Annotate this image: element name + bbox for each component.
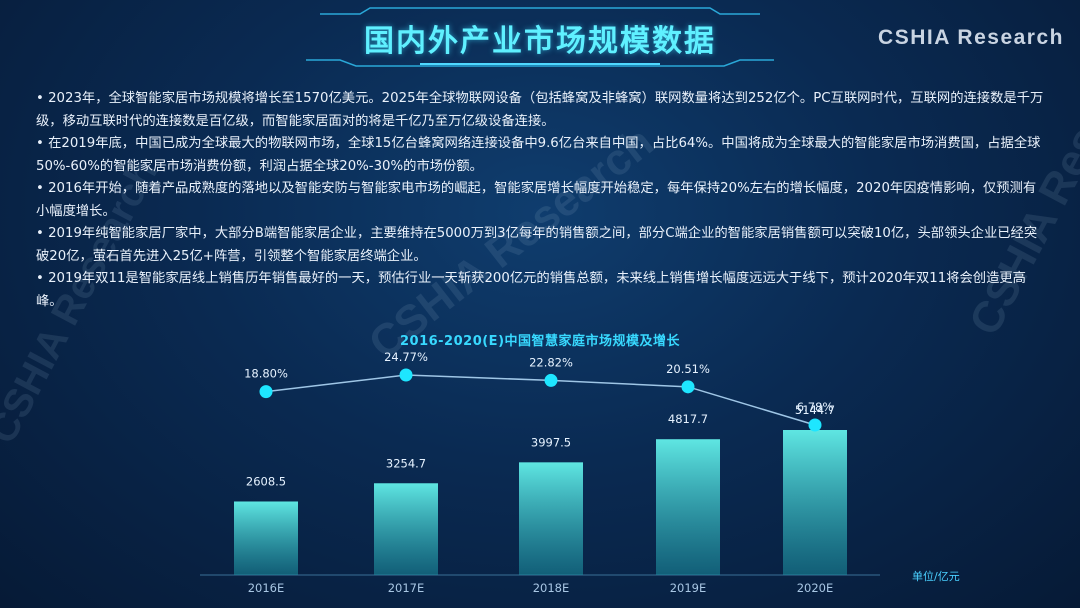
growth-rate-point bbox=[399, 368, 413, 382]
x-tick-label: 2017E bbox=[388, 581, 425, 595]
bullet-item: • 2019年纯智能家居厂家中，大部分B端智能家居企业，主要维持在5000万到3… bbox=[36, 226, 1038, 264]
title-frame-decoration bbox=[306, 7, 774, 67]
brand-logo-text: CSHIA Research bbox=[878, 26, 1064, 49]
x-tick-label: 2019E bbox=[670, 581, 707, 595]
title-banner: 国内外产业市场规模数据 bbox=[300, 6, 780, 68]
growth-rate-line bbox=[265, 374, 816, 426]
page-title: 国内外产业市场规模数据 bbox=[364, 24, 716, 59]
bar-value-label: 4817.7 bbox=[668, 412, 708, 426]
x-tick-label: 2016E bbox=[248, 581, 285, 595]
growth-rate-point bbox=[808, 418, 822, 432]
bar-2019E bbox=[656, 439, 720, 575]
bar-2017E bbox=[374, 483, 438, 575]
bar-value-label: 5144.7 bbox=[795, 403, 835, 417]
growth-rate-label: 24.77% bbox=[384, 350, 428, 364]
chart-title: 2016-2020(E)中国智慧家庭市场规模及增长 bbox=[399, 334, 681, 349]
bar-2016E bbox=[234, 501, 298, 575]
x-tick-label: 2018E bbox=[533, 581, 570, 595]
growth-rate-label: 18.80% bbox=[244, 367, 288, 381]
growth-rate-point bbox=[681, 380, 695, 394]
bullet-item: • 2023年，全球智能家居市场规模将增长至1570亿美元。2025年全球物联网… bbox=[36, 91, 1044, 129]
growth-rate-point bbox=[259, 385, 273, 399]
growth-rate-label: 22.82% bbox=[529, 355, 573, 369]
bar-value-label: 3997.5 bbox=[531, 435, 571, 449]
bullet-item: • 2016年开始，随着产品成熟度的落地以及智能安防与智能家电市场的崛起，智能家… bbox=[36, 181, 1037, 219]
bullet-list: • 2023年，全球智能家居市场规模将增长至1570亿美元。2025年全球物联网… bbox=[36, 88, 1046, 313]
bullet-item: • 2019年双11是智能家居线上销售历年销售最好的一天，预估行业一天斩获200… bbox=[36, 271, 1026, 309]
growth-rate-label: 20.51% bbox=[666, 362, 710, 376]
bar-value-label: 2608.5 bbox=[246, 474, 286, 488]
bullet-item: • 在2019年底，中国已成为全球最大的物联网市场，全球15亿台蜂窝网络连接设备… bbox=[36, 136, 1041, 174]
market-size-chart: 2608.5 2016E 3254.7 2017E 3997.5 2018E 4817.7 2… bbox=[200, 350, 880, 595]
x-tick-label: 2020E bbox=[797, 581, 834, 595]
growth-rate-point bbox=[544, 373, 558, 387]
growth-rate-label: 6.78% bbox=[797, 400, 834, 414]
bar-2020E bbox=[783, 430, 847, 575]
bar-2018E bbox=[519, 462, 583, 575]
unit-label: 单位/亿元 bbox=[912, 570, 960, 583]
bar-value-label: 3254.7 bbox=[386, 456, 426, 470]
